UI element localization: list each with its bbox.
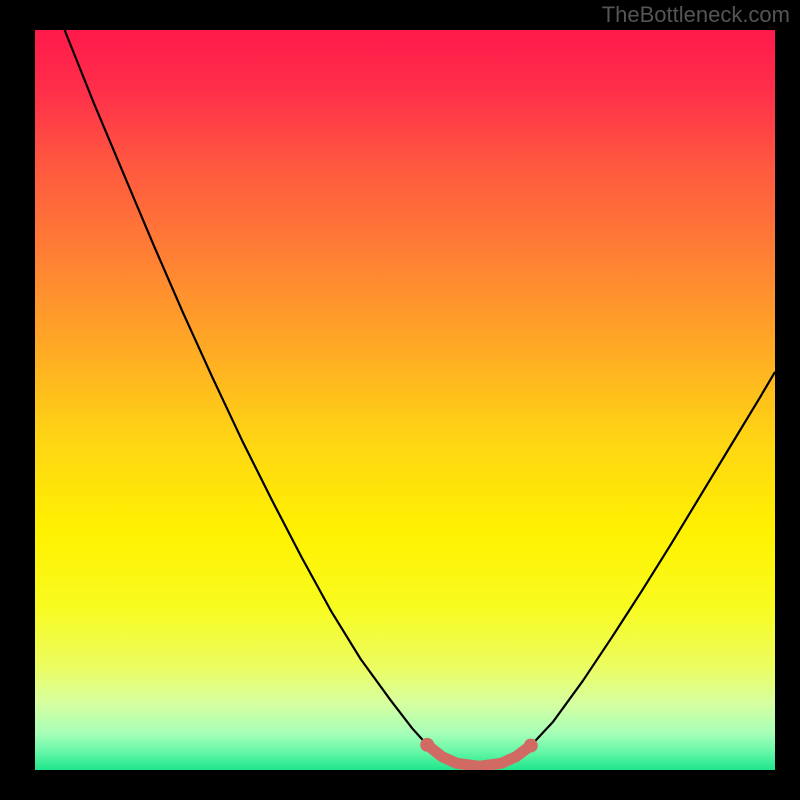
watermark-text: TheBottleneck.com <box>602 2 790 28</box>
gradient-background <box>35 30 775 770</box>
highlight-end-dot <box>524 739 538 753</box>
chart-svg <box>35 30 775 770</box>
plot-area <box>35 30 775 770</box>
highlight-start-dot <box>420 738 434 752</box>
chart-frame: TheBottleneck.com <box>0 0 800 800</box>
